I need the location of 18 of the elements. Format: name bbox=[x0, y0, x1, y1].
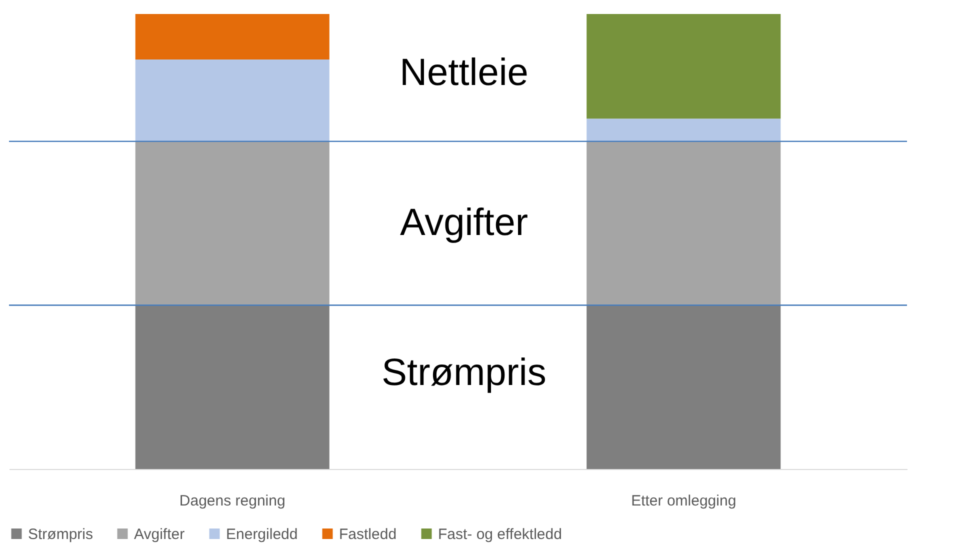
annotation: Strømpris bbox=[382, 352, 546, 394]
x-tick-label: Etter omlegging bbox=[631, 492, 736, 510]
bar bbox=[586, 118, 781, 142]
legend-label: Fastledd bbox=[339, 526, 397, 543]
legend-label: Fast- og effektledd bbox=[438, 526, 562, 543]
x-tick-label: Dagens regning bbox=[179, 492, 286, 510]
legend-label: Avgifter bbox=[134, 526, 185, 543]
bar bbox=[586, 305, 781, 469]
annotation: Avgifter bbox=[400, 202, 528, 244]
bar bbox=[586, 141, 781, 306]
bar bbox=[135, 60, 330, 142]
bar bbox=[135, 305, 330, 469]
legend-label: Strømpris bbox=[28, 526, 93, 543]
bar bbox=[135, 14, 330, 60]
annotation: Nettleie bbox=[400, 52, 528, 94]
legend-label: Energiledd bbox=[226, 526, 298, 543]
bar bbox=[586, 14, 781, 119]
bar bbox=[135, 141, 330, 306]
